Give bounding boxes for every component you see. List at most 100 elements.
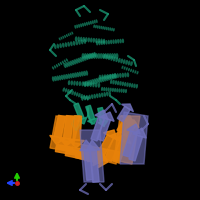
Polygon shape: [95, 110, 108, 120]
Ellipse shape: [102, 76, 105, 82]
Polygon shape: [129, 135, 143, 161]
Ellipse shape: [95, 83, 98, 88]
Ellipse shape: [71, 91, 74, 95]
Ellipse shape: [122, 73, 124, 78]
Ellipse shape: [54, 76, 57, 81]
Ellipse shape: [65, 74, 68, 79]
Ellipse shape: [113, 57, 116, 61]
Ellipse shape: [73, 81, 76, 86]
Ellipse shape: [74, 91, 76, 96]
Ellipse shape: [75, 59, 79, 64]
Ellipse shape: [127, 72, 129, 77]
Ellipse shape: [79, 57, 83, 62]
Ellipse shape: [90, 82, 92, 87]
Ellipse shape: [103, 54, 106, 59]
Ellipse shape: [83, 96, 86, 100]
Polygon shape: [117, 106, 130, 122]
Ellipse shape: [104, 53, 107, 59]
Ellipse shape: [114, 88, 116, 92]
Ellipse shape: [106, 75, 109, 81]
Ellipse shape: [95, 38, 98, 43]
Ellipse shape: [104, 26, 106, 30]
Polygon shape: [114, 116, 140, 164]
Ellipse shape: [67, 42, 70, 47]
Ellipse shape: [62, 87, 65, 92]
Ellipse shape: [121, 66, 124, 69]
Ellipse shape: [79, 72, 81, 77]
Ellipse shape: [98, 93, 101, 98]
Polygon shape: [55, 144, 90, 158]
Ellipse shape: [67, 61, 71, 67]
Ellipse shape: [119, 39, 122, 43]
Polygon shape: [87, 118, 98, 124]
Ellipse shape: [106, 74, 109, 79]
Ellipse shape: [75, 36, 77, 41]
Polygon shape: [50, 135, 65, 144]
Ellipse shape: [67, 74, 70, 79]
Ellipse shape: [82, 37, 85, 42]
Ellipse shape: [90, 21, 92, 25]
Ellipse shape: [114, 73, 117, 78]
Ellipse shape: [59, 37, 61, 40]
Ellipse shape: [88, 95, 91, 100]
Ellipse shape: [121, 89, 123, 93]
Ellipse shape: [70, 80, 73, 85]
Ellipse shape: [99, 25, 100, 29]
Ellipse shape: [74, 25, 76, 29]
Polygon shape: [123, 122, 135, 138]
Ellipse shape: [136, 84, 138, 89]
Ellipse shape: [124, 120, 126, 123]
Ellipse shape: [78, 24, 80, 28]
Ellipse shape: [95, 53, 98, 59]
Ellipse shape: [116, 88, 118, 92]
Ellipse shape: [106, 53, 109, 59]
Ellipse shape: [100, 26, 102, 29]
Ellipse shape: [65, 42, 67, 47]
Ellipse shape: [126, 67, 128, 71]
Ellipse shape: [85, 55, 89, 60]
Ellipse shape: [93, 52, 97, 57]
Polygon shape: [98, 120, 108, 126]
Polygon shape: [133, 128, 146, 138]
Ellipse shape: [131, 83, 133, 88]
Ellipse shape: [79, 81, 81, 86]
Ellipse shape: [77, 36, 80, 42]
Polygon shape: [97, 118, 111, 141]
Ellipse shape: [98, 83, 100, 88]
Polygon shape: [116, 134, 131, 144]
Polygon shape: [56, 140, 120, 164]
Ellipse shape: [113, 28, 115, 32]
Ellipse shape: [103, 39, 105, 44]
Ellipse shape: [107, 87, 110, 92]
Polygon shape: [97, 135, 114, 158]
Ellipse shape: [136, 71, 139, 74]
Ellipse shape: [83, 71, 86, 76]
Ellipse shape: [60, 37, 62, 40]
Ellipse shape: [77, 58, 81, 63]
Ellipse shape: [91, 53, 95, 58]
Ellipse shape: [117, 81, 119, 85]
Ellipse shape: [61, 75, 64, 80]
Polygon shape: [110, 132, 124, 142]
Ellipse shape: [126, 82, 129, 87]
Ellipse shape: [64, 35, 66, 38]
Ellipse shape: [71, 60, 75, 65]
Ellipse shape: [70, 73, 73, 78]
Ellipse shape: [60, 62, 62, 65]
Polygon shape: [50, 116, 80, 152]
Ellipse shape: [93, 24, 95, 28]
Ellipse shape: [69, 90, 72, 94]
Ellipse shape: [80, 94, 83, 98]
Ellipse shape: [89, 80, 92, 85]
Ellipse shape: [119, 73, 122, 78]
Ellipse shape: [116, 53, 118, 59]
Ellipse shape: [76, 72, 79, 77]
Ellipse shape: [66, 58, 68, 62]
Ellipse shape: [75, 40, 78, 45]
Ellipse shape: [101, 92, 104, 97]
Ellipse shape: [93, 38, 95, 43]
Polygon shape: [98, 152, 108, 168]
Polygon shape: [74, 103, 84, 120]
Ellipse shape: [132, 69, 134, 73]
Polygon shape: [105, 138, 120, 161]
